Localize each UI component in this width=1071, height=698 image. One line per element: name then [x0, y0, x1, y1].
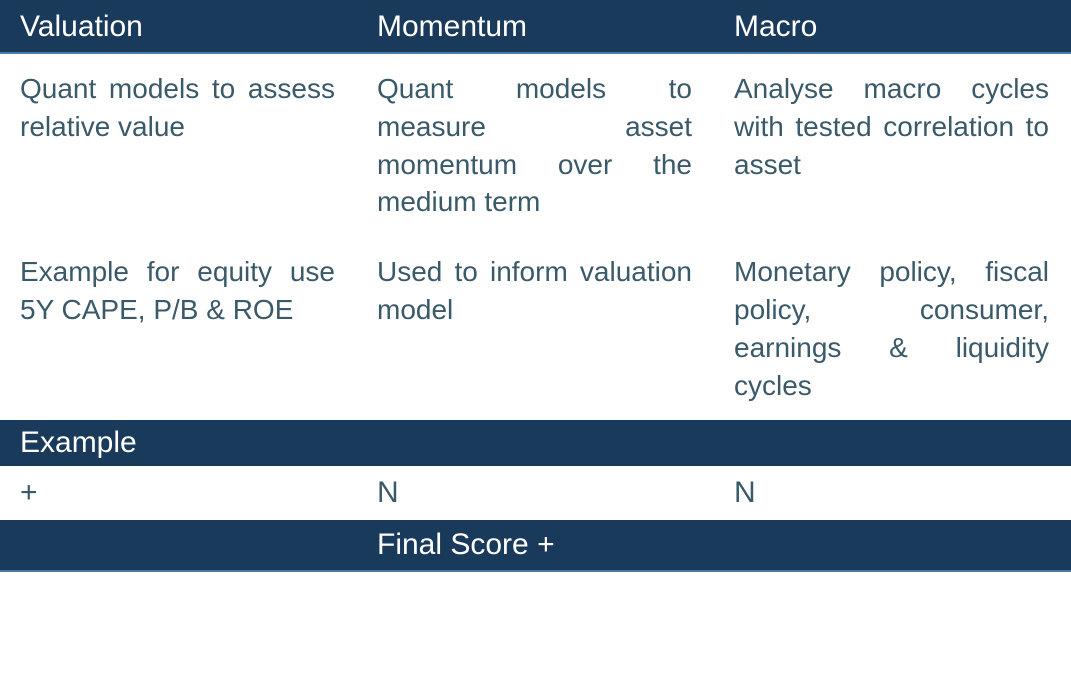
example-label: Example: [0, 420, 1071, 466]
table-header-row: Valuation Momentum Macro: [0, 0, 1071, 54]
table-row: Quant models to assess relative value Qu…: [0, 54, 1071, 237]
header-valuation: Valuation: [0, 0, 357, 52]
score-row: + N N: [0, 466, 1071, 520]
score-valuation: +: [0, 466, 357, 520]
final-spacer: [0, 520, 357, 570]
header-macro: Macro: [714, 0, 1071, 52]
score-momentum: N: [357, 466, 714, 520]
score-macro: N: [714, 466, 1071, 520]
final-score-row: Final Score +: [0, 520, 1071, 572]
cell-momentum-desc: Quant models to measure asset momentum o…: [357, 54, 714, 237]
valuation-framework-table: Valuation Momentum Macro Quant models to…: [0, 0, 1071, 572]
cell-momentum-example: Used to inform valuation model: [357, 237, 714, 420]
cell-macro-desc: Analyse macro cycles with tested correla…: [714, 54, 1071, 237]
header-momentum: Momentum: [357, 0, 714, 52]
cell-valuation-desc: Quant models to assess relative value: [0, 54, 357, 237]
table-row: Example for equity use 5Y CAPE, P/B & RO…: [0, 237, 1071, 420]
example-header-row: Example: [0, 420, 1071, 466]
cell-valuation-example: Example for equity use 5Y CAPE, P/B & RO…: [0, 237, 357, 420]
final-score-label: Final Score +: [357, 520, 1071, 570]
cell-macro-example: Monetary policy, fiscal policy, consumer…: [714, 237, 1071, 420]
